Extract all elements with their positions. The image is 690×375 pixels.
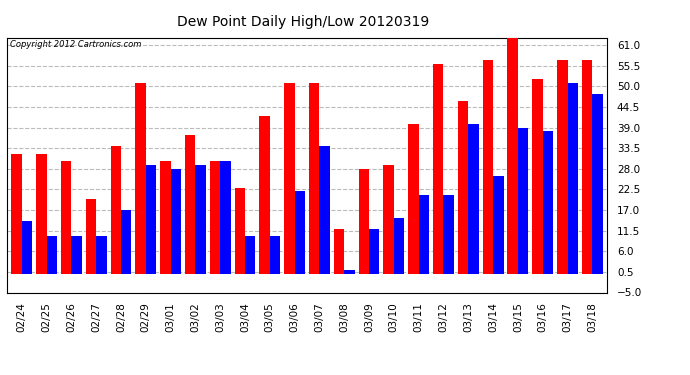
Bar <box>483 60 493 274</box>
Bar <box>507 38 518 274</box>
Bar <box>344 270 355 274</box>
Bar <box>493 176 504 274</box>
Bar <box>394 217 404 274</box>
Bar <box>334 229 344 274</box>
Bar <box>61 161 71 274</box>
Bar <box>11 154 22 274</box>
Bar <box>309 82 319 274</box>
Bar <box>284 82 295 274</box>
Bar <box>110 146 121 274</box>
Bar <box>532 79 543 274</box>
Bar <box>210 161 220 274</box>
Bar <box>47 236 57 274</box>
Bar <box>146 165 156 274</box>
Bar <box>384 165 394 274</box>
Bar <box>359 169 369 274</box>
Bar <box>582 60 592 274</box>
Bar <box>160 161 170 274</box>
Text: Copyright 2012 Cartronics.com: Copyright 2012 Cartronics.com <box>10 40 141 49</box>
Bar <box>444 195 454 274</box>
Bar <box>235 188 245 274</box>
Text: Dew Point Daily High/Low 20120319: Dew Point Daily High/Low 20120319 <box>177 15 430 29</box>
Bar <box>185 135 195 274</box>
Bar <box>195 165 206 274</box>
Bar <box>369 229 380 274</box>
Bar <box>170 169 181 274</box>
Bar <box>319 146 330 274</box>
Bar <box>543 131 553 274</box>
Bar <box>557 60 567 274</box>
Bar <box>71 236 82 274</box>
Bar <box>408 124 419 274</box>
Bar <box>419 195 429 274</box>
Bar <box>458 101 469 274</box>
Bar <box>270 236 280 274</box>
Bar <box>86 199 96 274</box>
Bar <box>36 154 47 274</box>
Bar <box>259 116 270 274</box>
Bar <box>567 82 578 274</box>
Bar <box>295 191 305 274</box>
Bar <box>469 124 479 274</box>
Bar <box>433 64 444 274</box>
Bar <box>518 128 529 274</box>
Bar <box>22 221 32 274</box>
Bar <box>592 94 603 274</box>
Bar <box>96 236 107 274</box>
Bar <box>220 161 230 274</box>
Bar <box>245 236 255 274</box>
Bar <box>121 210 131 274</box>
Bar <box>135 82 146 274</box>
